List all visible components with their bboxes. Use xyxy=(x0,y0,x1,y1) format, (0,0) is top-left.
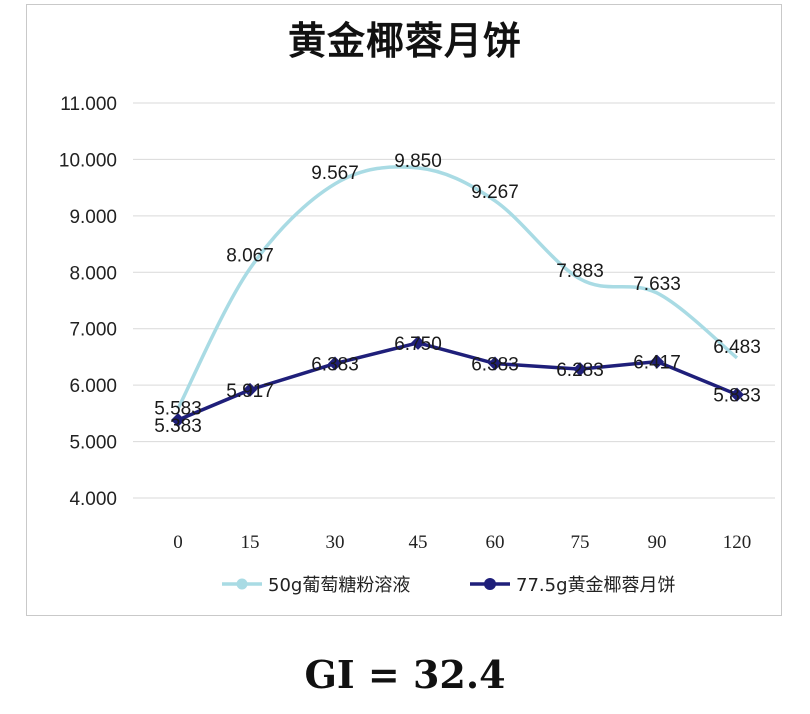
data-point-mooncake xyxy=(243,382,257,397)
data-label-mooncake: 5.383 xyxy=(154,416,202,437)
data-label-mooncake: 5.833 xyxy=(713,386,761,407)
y-tick-label: 8.000 xyxy=(69,263,117,284)
series-line-mooncake xyxy=(177,341,738,422)
chart-frame xyxy=(26,4,782,616)
chart-title: 黄金椰蓉月饼 xyxy=(287,19,522,63)
data-label-glucose: 8.067 xyxy=(226,246,274,267)
data-label-mooncake: 5.917 xyxy=(226,381,274,402)
legend-marker-mooncake xyxy=(484,578,496,590)
data-label-mooncake: 6.283 xyxy=(556,360,604,381)
series-line-glucose xyxy=(176,165,739,410)
data-point-mooncake xyxy=(730,387,744,402)
x-tick-label: 60 xyxy=(486,532,505,553)
x-tick-label: 75 xyxy=(571,532,590,553)
data-point-mooncake xyxy=(171,412,185,427)
y-tick-label: 5.000 xyxy=(69,433,117,454)
y-tick-label: 11.000 xyxy=(60,94,117,115)
x-tick-label: 90 xyxy=(648,532,667,553)
y-tick-label: 9.000 xyxy=(69,207,117,228)
line-chart: 4.000 5.000 6.000 7.000 8.000 9.000 10.000 11.0… xyxy=(59,94,775,596)
data-point-mooncake xyxy=(573,362,587,377)
x-tick-label: 45 xyxy=(409,532,428,553)
legend-marker-glucose xyxy=(236,578,248,590)
x-tick-label: 120 xyxy=(723,532,752,553)
data-point-mooncake xyxy=(328,356,342,371)
data-label-glucose: 7.883 xyxy=(556,261,604,282)
data-point-mooncake xyxy=(411,335,425,350)
data-point-mooncake xyxy=(488,356,502,371)
data-point-mooncake xyxy=(650,354,664,369)
x-tick-label: 30 xyxy=(326,532,345,553)
data-label-glucose: 9.850 xyxy=(394,151,442,172)
data-label-glucose: 7.633 xyxy=(633,274,681,295)
data-label-glucose: 9.267 xyxy=(471,182,519,203)
y-tick-label: 10.000 xyxy=(59,150,117,171)
data-label-glucose: 9.567 xyxy=(311,163,359,184)
data-label-mooncake: 6.383 xyxy=(311,355,359,376)
legend-label-mooncake: 77.5g黄金椰蓉月饼 xyxy=(516,575,676,596)
data-label-mooncake: 6.750 xyxy=(394,334,442,355)
y-tick-label: 4.000 xyxy=(69,489,117,510)
gi-value: GI = 32.4 xyxy=(304,652,506,697)
data-label-glucose: 5.583 xyxy=(154,399,202,420)
data-label-glucose: 6.483 xyxy=(713,337,761,358)
y-tick-label: 6.000 xyxy=(69,376,117,397)
data-label-mooncake: 6.383 xyxy=(471,355,519,376)
x-tick-label: 15 xyxy=(241,532,260,553)
y-tick-label: 7.000 xyxy=(69,320,117,341)
data-label-mooncake: 6.417 xyxy=(633,353,681,374)
x-tick-label: 0 xyxy=(173,532,183,553)
legend-label-glucose: 50g葡萄糖粉溶液 xyxy=(268,575,410,596)
